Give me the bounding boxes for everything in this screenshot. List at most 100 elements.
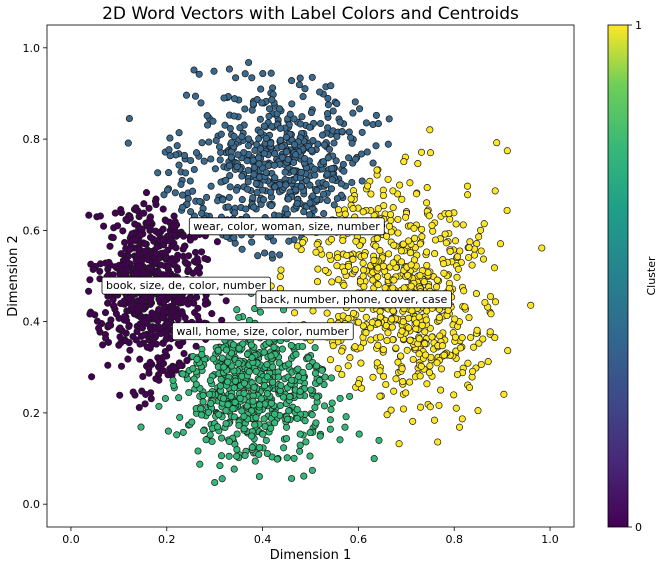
data-point [464,359,472,367]
data-point [248,354,256,362]
data-point [270,343,278,351]
data-point [306,452,314,460]
data-point [240,412,248,420]
data-point [171,189,179,197]
data-point [379,262,388,270]
data-point [184,195,192,203]
data-point [180,232,188,240]
data-point [139,372,147,381]
data-point [240,389,248,397]
data-point [273,455,281,463]
data-point [268,96,276,104]
data-point [384,272,392,280]
data-point [209,355,217,363]
data-point [142,189,151,197]
data-point [282,205,290,213]
data-point [254,252,262,260]
centroid-label-box [172,322,354,341]
data-point [417,362,425,370]
data-point [192,149,201,157]
data-point [490,264,499,272]
data-point [409,355,417,364]
data-point [390,241,398,249]
data-point [425,212,433,220]
data-point [503,206,511,215]
data-point [385,250,393,258]
data-point [425,369,434,377]
data-point [372,242,380,250]
data-point [276,136,285,144]
data-point [203,193,211,201]
data-point [406,378,414,386]
data-point [323,170,331,178]
data-point [309,192,317,200]
data-point [347,134,355,142]
data-point [104,361,112,369]
data-point [389,284,397,292]
data-point [173,142,181,150]
data-point [400,158,408,166]
data-point [390,387,398,395]
data-point [292,151,300,159]
data-point [257,85,265,93]
data-point [173,431,181,439]
data-point [477,360,485,369]
data-point [409,417,417,425]
data-point [301,417,309,425]
data-point [86,276,94,284]
data-point [231,95,239,103]
data-point [232,74,240,82]
data-point [286,110,294,118]
data-point [116,333,124,341]
data-point [111,263,120,271]
data-point [457,258,465,267]
data-point [241,70,249,78]
data-point [244,142,253,150]
data-point [244,135,253,143]
data-point [137,423,145,431]
data-point [216,462,224,470]
data-point [527,301,535,309]
data-point [227,393,235,401]
data-point [339,160,347,168]
data-point [318,366,326,374]
data-point [263,360,271,369]
data-point [415,313,423,321]
data-point [383,337,391,345]
data-point [218,354,226,362]
data-point [402,213,410,221]
data-point [131,236,139,244]
data-point [165,146,173,154]
data-point [368,318,376,326]
data-point [349,205,357,213]
data-point [392,344,400,352]
data-point [259,70,267,78]
data-point [117,250,125,258]
data-point [376,367,384,375]
data-point [263,373,271,381]
centroid-label: back, number, phone, cover, case [255,290,452,309]
data-point [233,430,241,438]
data-point [191,92,200,100]
data-point [388,315,396,323]
data-point [444,306,452,315]
data-point [338,128,346,136]
data-point [241,105,249,113]
data-point [367,336,375,344]
data-point [453,370,461,379]
data-point [175,161,183,169]
data-point [480,220,488,228]
data-point [188,418,196,426]
data-point [399,240,407,248]
data-point [166,258,174,266]
data-point [225,452,233,460]
data-point [190,165,198,174]
data-point [411,234,419,242]
data-point [235,313,243,322]
data-point [171,312,179,321]
data-point [418,225,426,233]
data-point [261,249,269,257]
data-point [231,398,239,406]
data-point [433,283,441,291]
data-point [414,160,422,168]
